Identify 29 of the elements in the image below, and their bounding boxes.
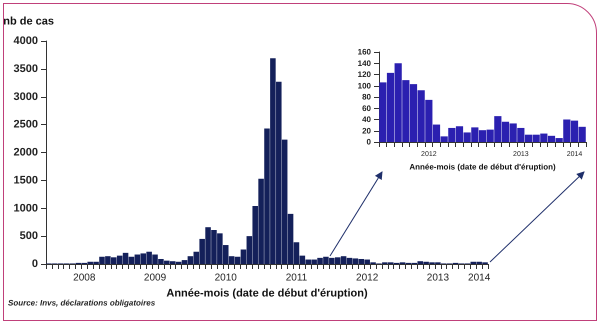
y-tick-label: 0 — [32, 258, 38, 270]
x-tick-label: 2010 — [214, 272, 238, 284]
y-tick-label: 20 — [362, 126, 372, 136]
x-tick-label: 2014 — [468, 272, 491, 284]
x-axis-title: Année-mois (date de début d'éruption) — [409, 162, 556, 172]
y-tick-label: 2500 — [14, 118, 38, 131]
x-tick-label: 2011 — [286, 272, 308, 284]
y-axis-title: nb de cas — [3, 16, 54, 28]
y-tick-label: 160 — [358, 48, 372, 56]
y-tick-label: 60 — [362, 104, 372, 113]
y-tick-label: 3000 — [14, 90, 38, 103]
x-tick-label: 2012 — [356, 272, 379, 284]
y-tick-label: 80 — [362, 92, 372, 102]
y-tick-label: 40 — [362, 115, 372, 124]
x-tick-label: 2008 — [73, 272, 96, 284]
x-tick-label: 2009 — [144, 272, 167, 284]
y-tick-label: 100 — [358, 81, 372, 90]
y-tick-label: 2000 — [14, 146, 38, 158]
y-tick-label: 120 — [358, 70, 372, 79]
x-axis-title: Année-mois (date de début d'éruption) — [166, 287, 368, 300]
y-tick-label: 1500 — [14, 174, 38, 186]
source-note: Source: Invs, déclarations obligatoires — [8, 298, 156, 308]
y-tick-label: 140 — [358, 58, 372, 68]
y-tick-label: 0 — [366, 138, 372, 146]
y-tick-label: 3500 — [14, 62, 38, 75]
y-tick-label: 500 — [20, 230, 38, 242]
x-tick-label: 2013 — [426, 272, 450, 284]
y-tick-label: 1000 — [14, 202, 38, 214]
y-tick-label: 4000 — [14, 35, 38, 47]
